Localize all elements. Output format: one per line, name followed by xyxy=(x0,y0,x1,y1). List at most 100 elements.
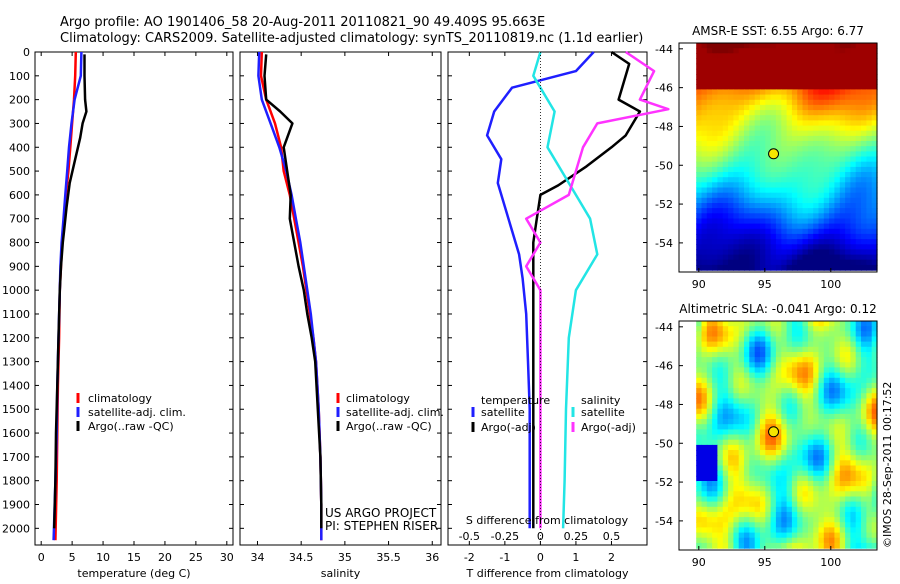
heatmap-cell xyxy=(818,357,825,363)
heatmap-cell xyxy=(866,68,873,75)
heatmap-cell xyxy=(760,249,766,256)
heatmap-cell xyxy=(770,135,777,142)
heatmap-cell xyxy=(834,130,841,137)
heatmap-cell xyxy=(717,413,724,420)
heatmap-cell xyxy=(802,429,809,436)
heatmap-cell xyxy=(861,254,867,261)
heatmap-cell xyxy=(850,94,857,101)
heatmap-cell xyxy=(823,372,830,379)
heatmap-cell xyxy=(706,439,713,446)
heatmap-cell xyxy=(797,377,804,384)
heatmap-cell xyxy=(706,233,713,240)
heatmap-cell xyxy=(722,94,729,101)
heatmap-cell xyxy=(765,110,772,116)
heatmap-cell xyxy=(818,89,825,96)
heatmap-cell xyxy=(712,455,718,461)
heatmap-cell xyxy=(855,99,862,106)
heatmap-cell xyxy=(733,486,740,492)
heatmap-cell xyxy=(845,146,851,152)
heatmap-cell xyxy=(706,434,713,441)
heatmap-cell xyxy=(738,233,745,240)
heatmap-cell xyxy=(871,115,878,121)
heatmap-cell xyxy=(722,362,729,369)
heatmap-cell xyxy=(696,470,703,477)
heatmap-cell xyxy=(861,408,867,415)
heatmap-cell xyxy=(871,233,878,240)
heatmap-cell xyxy=(749,156,756,163)
heatmap-cell xyxy=(850,413,857,420)
y-tick-label: 1000 xyxy=(2,284,30,297)
heatmap-cell xyxy=(712,419,718,425)
heatmap-cell xyxy=(861,79,867,85)
heatmap-cell xyxy=(738,58,745,65)
heatmap-cell xyxy=(760,470,766,477)
heatmap-cell xyxy=(786,346,793,353)
heatmap-cell xyxy=(770,177,777,183)
x-tick-label: 34.5 xyxy=(289,551,314,564)
heatmap-cell xyxy=(834,43,841,49)
heatmap-cell xyxy=(770,486,777,492)
heatmap-cell xyxy=(871,511,878,518)
heatmap-cell xyxy=(722,74,729,80)
heatmap-cell xyxy=(749,341,756,348)
heatmap-cell xyxy=(813,94,820,101)
heatmap-cell xyxy=(775,542,782,549)
heatmap-cell xyxy=(807,264,814,271)
heatmap-cell xyxy=(770,444,777,451)
heatmap-cell xyxy=(818,182,825,189)
heatmap-cell xyxy=(749,367,756,374)
heatmap-cell xyxy=(760,326,766,332)
heatmap-cell xyxy=(738,491,745,498)
heatmap-cell xyxy=(802,43,809,49)
heatmap-cell xyxy=(706,203,713,209)
heatmap-cell xyxy=(802,187,809,194)
heatmap-cell xyxy=(770,84,777,91)
heatmap-cell xyxy=(770,192,777,199)
heatmap-cell xyxy=(722,326,729,332)
heatmap-cell xyxy=(733,434,740,441)
heatmap-cell xyxy=(749,182,756,189)
heatmap-cell xyxy=(807,239,814,245)
heatmap-cell xyxy=(791,264,798,271)
heatmap-cell xyxy=(706,336,713,343)
heatmap-cell xyxy=(754,450,761,456)
heatmap-cell xyxy=(829,218,835,225)
heatmap-cell xyxy=(871,542,878,549)
heatmap-cell xyxy=(871,151,878,158)
heatmap-cell xyxy=(760,187,766,194)
heatmap-cell xyxy=(807,146,814,152)
heatmap-cell xyxy=(866,213,873,220)
heatmap-cell xyxy=(749,197,756,204)
heatmap-cell xyxy=(802,53,809,60)
heatmap-cell xyxy=(786,228,793,235)
heatmap-cell xyxy=(802,264,809,271)
heatmap-cell xyxy=(775,527,782,534)
heatmap-cell xyxy=(834,182,841,189)
heatmap-cell xyxy=(775,352,782,358)
heatmap-cell xyxy=(701,264,708,271)
heatmap-cell xyxy=(861,208,867,214)
heatmap-cell xyxy=(850,444,857,451)
heatmap-cell xyxy=(706,403,713,410)
heatmap-cell xyxy=(813,439,820,446)
heatmap-cell xyxy=(738,326,745,332)
heatmap-cell xyxy=(813,434,820,441)
heatmap-cell xyxy=(861,104,867,111)
heatmap-cell xyxy=(797,130,804,137)
heatmap-cell xyxy=(797,218,804,225)
heatmap-cell xyxy=(728,491,734,498)
heatmap-cell xyxy=(775,63,782,70)
heatmap-cell xyxy=(733,130,740,137)
heatmap-cell xyxy=(823,68,830,75)
heatmap-cell xyxy=(829,213,835,220)
heatmap-cell xyxy=(829,357,835,363)
heatmap-cell xyxy=(744,537,750,544)
heatmap-cell xyxy=(760,542,766,549)
heatmap-cell xyxy=(744,187,750,194)
heatmap-cell xyxy=(797,94,804,101)
heatmap-cell xyxy=(770,228,777,235)
heatmap-cell xyxy=(802,522,809,529)
heatmap-cell xyxy=(701,192,708,199)
heatmap-cell xyxy=(845,408,851,415)
heatmap-cell xyxy=(760,372,766,379)
